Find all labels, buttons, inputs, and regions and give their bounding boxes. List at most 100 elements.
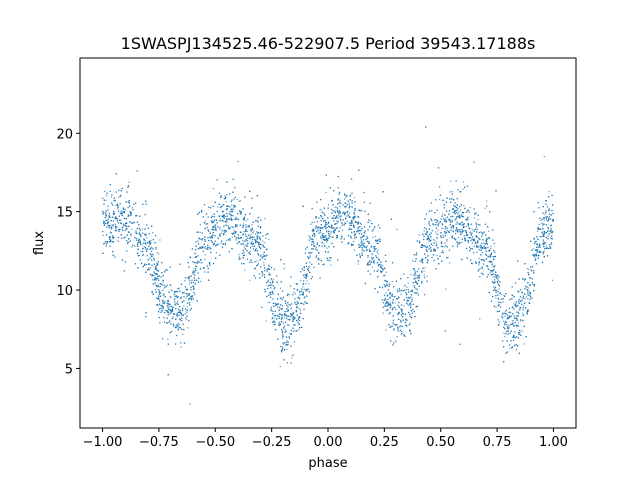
data-point bbox=[495, 306, 497, 308]
data-point bbox=[261, 275, 263, 277]
data-point bbox=[497, 282, 499, 284]
data-point bbox=[105, 245, 107, 247]
data-point bbox=[523, 279, 526, 282]
data-point bbox=[317, 229, 319, 231]
data-point bbox=[303, 297, 305, 299]
data-point bbox=[325, 235, 327, 237]
data-point bbox=[357, 231, 359, 233]
data-point bbox=[113, 224, 115, 226]
data-point bbox=[259, 232, 261, 234]
data-point bbox=[387, 309, 389, 311]
data-point bbox=[357, 227, 360, 229]
data-point bbox=[451, 235, 453, 237]
data-point bbox=[513, 315, 515, 317]
data-point bbox=[546, 206, 549, 208]
data-point bbox=[328, 221, 330, 223]
data-point bbox=[104, 212, 106, 214]
data-point bbox=[458, 211, 460, 213]
data-point bbox=[107, 218, 109, 220]
data-point bbox=[478, 224, 480, 226]
data-point bbox=[195, 265, 197, 267]
data-point bbox=[104, 223, 106, 225]
data-point bbox=[504, 312, 506, 314]
data-point bbox=[377, 253, 379, 255]
data-point bbox=[188, 320, 190, 322]
data-point bbox=[310, 278, 312, 280]
data-point bbox=[155, 273, 157, 275]
data-point bbox=[286, 310, 288, 312]
data-point bbox=[338, 214, 340, 216]
data-point bbox=[279, 365, 281, 368]
data-point bbox=[463, 235, 465, 237]
data-point bbox=[191, 294, 193, 297]
data-point bbox=[253, 248, 255, 250]
data-point bbox=[204, 254, 206, 256]
data-point bbox=[427, 246, 429, 248]
data-point bbox=[459, 229, 461, 231]
data-point bbox=[526, 309, 528, 311]
data-point bbox=[416, 252, 418, 254]
data-point bbox=[278, 315, 280, 318]
data-point bbox=[316, 242, 318, 244]
data-point bbox=[177, 323, 180, 325]
data-point bbox=[209, 264, 211, 266]
data-point bbox=[495, 290, 497, 292]
data-point bbox=[475, 236, 477, 238]
data-point bbox=[518, 312, 520, 314]
data-point bbox=[473, 208, 475, 210]
data-point bbox=[150, 267, 152, 269]
data-point bbox=[271, 282, 273, 284]
data-point bbox=[411, 300, 413, 302]
data-point bbox=[476, 228, 478, 230]
data-point bbox=[544, 242, 546, 244]
data-point bbox=[296, 307, 298, 309]
data-point bbox=[243, 231, 245, 233]
data-point bbox=[317, 257, 319, 259]
data-point bbox=[277, 306, 279, 308]
data-point bbox=[178, 287, 180, 289]
data-point bbox=[388, 324, 390, 326]
data-point bbox=[400, 321, 402, 323]
data-point bbox=[392, 319, 394, 321]
data-point bbox=[468, 211, 470, 213]
data-point bbox=[487, 266, 489, 268]
data-point bbox=[377, 269, 379, 271]
data-point bbox=[119, 228, 121, 230]
data-point bbox=[175, 296, 177, 298]
data-point bbox=[515, 349, 517, 351]
data-point bbox=[250, 237, 252, 239]
data-point bbox=[523, 343, 525, 345]
data-point bbox=[119, 212, 121, 215]
data-point bbox=[319, 277, 321, 279]
data-point bbox=[289, 304, 292, 306]
data-point bbox=[302, 283, 304, 286]
data-point bbox=[260, 226, 262, 228]
data-point bbox=[236, 198, 238, 200]
data-point bbox=[392, 262, 394, 264]
data-point bbox=[367, 262, 369, 264]
data-point bbox=[456, 241, 458, 243]
data-point bbox=[386, 283, 388, 285]
data-point bbox=[160, 283, 162, 285]
data-point bbox=[383, 294, 386, 296]
data-point bbox=[491, 263, 493, 265]
data-point bbox=[409, 316, 411, 318]
data-point bbox=[408, 304, 410, 306]
data-point bbox=[445, 288, 447, 290]
data-point bbox=[463, 181, 465, 183]
data-point bbox=[551, 279, 554, 281]
data-point bbox=[418, 234, 420, 236]
data-point bbox=[219, 226, 221, 228]
data-point bbox=[177, 315, 179, 318]
data-point bbox=[143, 242, 145, 244]
data-point bbox=[296, 304, 298, 306]
data-point bbox=[490, 261, 492, 263]
data-point bbox=[245, 220, 247, 222]
data-point bbox=[465, 225, 467, 227]
data-point bbox=[339, 210, 341, 212]
data-point bbox=[242, 225, 244, 227]
data-point bbox=[469, 206, 471, 209]
data-point bbox=[140, 250, 142, 252]
data-point bbox=[199, 238, 202, 240]
